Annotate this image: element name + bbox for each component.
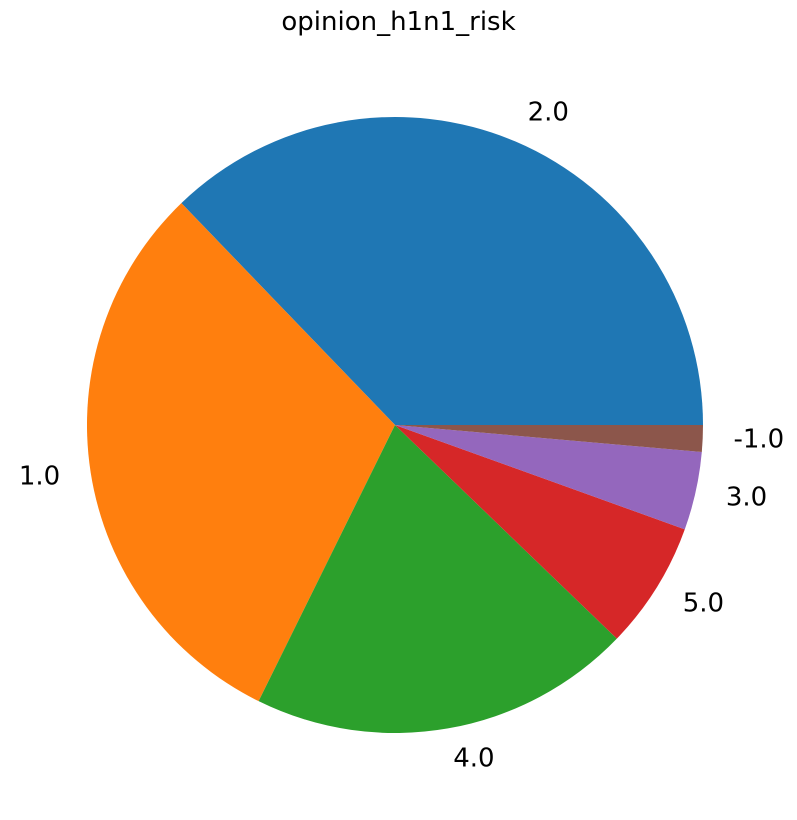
pie-label-3.0: 3.0 [726, 482, 767, 512]
pie-label-5.0: 5.0 [683, 588, 724, 618]
pie-label-2.0: 2.0 [528, 98, 569, 128]
pie-labels: 2.0 1.0 4.0 5.0 3.0 -1.0 [19, 98, 784, 774]
pie-label-4.0: 4.0 [453, 743, 494, 773]
chart-title: opinion_h1n1_risk [281, 7, 516, 37]
pie-label-1.0: 1.0 [19, 461, 60, 491]
pie-slice--1.0 [395, 425, 703, 453]
pie-label--1.0: -1.0 [733, 424, 784, 454]
pie-slice-5.0 [395, 425, 685, 639]
pie-slice-2.0 [181, 116, 704, 425]
pie-slice-1.0 [86, 203, 395, 702]
pie-slice-4.0 [258, 425, 617, 734]
pie-slice-3.0 [395, 425, 702, 530]
pie-slices [86, 116, 704, 734]
